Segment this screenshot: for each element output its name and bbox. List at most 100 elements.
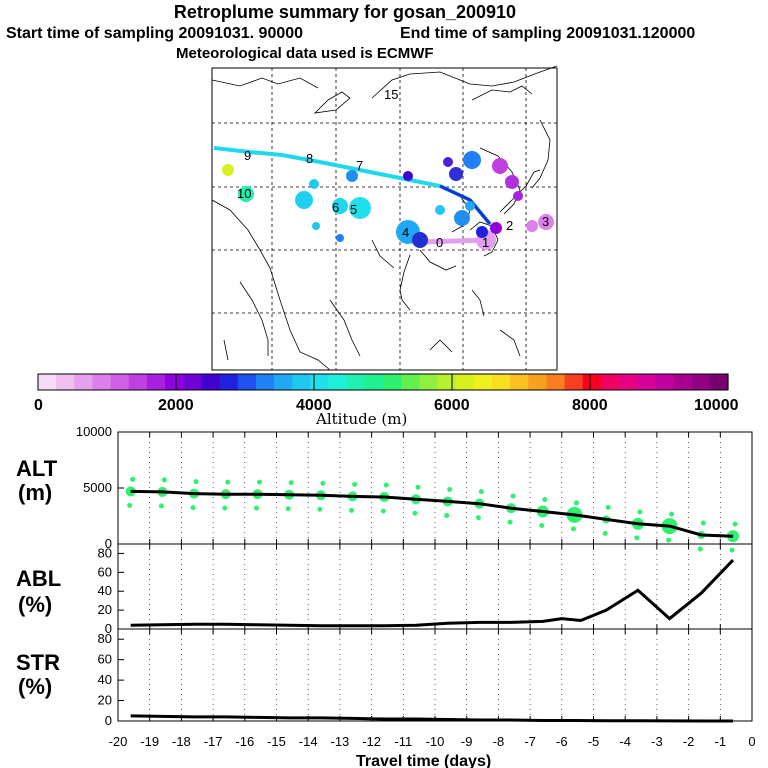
alt-scatter-point [444, 512, 450, 518]
y-tick-label: 20 [98, 602, 112, 617]
y-tick-label: 40 [98, 672, 112, 687]
plume-cluster-marker [238, 186, 254, 202]
alt-scatter-point [697, 546, 703, 552]
colorbar-cell [56, 374, 75, 390]
y-tick-label: 10000 [76, 424, 112, 439]
colorbar-cell [619, 374, 638, 390]
colorbar-cells [38, 374, 729, 390]
x-tick-label: -14 [299, 734, 318, 749]
y-tick-label: 60 [98, 652, 112, 667]
abl-ylabel-unit: (%) [18, 592, 52, 617]
colorbar-tick: 4000 [296, 397, 332, 414]
colorbar-cell [419, 374, 439, 390]
y-tick-label: 80 [98, 545, 112, 560]
alt-scatter-point [539, 523, 545, 529]
y-tick-label: 60 [98, 564, 112, 579]
colorbar-cell [600, 374, 620, 390]
colorbar-cell [38, 374, 57, 390]
x-tick-label: -1 [715, 734, 727, 749]
colorbar-cell [673, 374, 693, 390]
x-tick-label: -3 [651, 734, 663, 749]
plume-cluster-marker [435, 205, 445, 215]
alt-scatter-point [256, 479, 262, 485]
colorbar-cell [564, 374, 584, 390]
map-label-5: 5 [350, 202, 357, 217]
alt-scatter-point [666, 537, 672, 543]
colorbar-cell [491, 374, 511, 390]
y-tick-label: 0 [105, 713, 112, 728]
alt-scatter-point [447, 486, 453, 492]
y-tick-label: 80 [98, 631, 112, 646]
series-line [130, 559, 735, 628]
series-line [130, 714, 733, 723]
alt-scatter-point [415, 484, 421, 490]
x-tick-label: -15 [267, 734, 286, 749]
x-tick-label: -7 [524, 734, 536, 749]
colorbar-cell [473, 374, 493, 390]
x-tick-label: -4 [619, 734, 631, 749]
x-tick-label: -18 [172, 734, 191, 749]
x-tick-label: -5 [588, 734, 600, 749]
x-tick-label: 0 [748, 734, 755, 749]
colorbar-cell [128, 374, 148, 390]
alt-scatter-point [317, 506, 323, 512]
alt-scatter-point [193, 479, 199, 485]
alt-scatter-point [383, 482, 389, 488]
colorbar-cell [219, 374, 239, 390]
met-data-text: Meteorological data used is ECMWF [176, 45, 434, 62]
alt-scatter-point [510, 493, 516, 499]
map-panel: 15 9 8 7 6 5 4 3 2 1 0 10 [211, 65, 558, 371]
plume-cluster-marker [336, 234, 344, 242]
start-time-text: Start time of sampling 20091031. 90000 [6, 25, 304, 42]
alt-scatter-point [125, 486, 136, 497]
plume-cluster-marker [449, 167, 463, 181]
plume-cluster-marker [312, 222, 320, 230]
colorbar-cell [582, 374, 602, 390]
colorbar-cell [74, 374, 94, 390]
colorbar-cell [546, 374, 566, 390]
colorbar-cell [510, 374, 529, 390]
colorbar-cell [165, 374, 184, 390]
plume-cluster-marker [538, 214, 554, 230]
alt-scatter-point [573, 500, 579, 506]
alt-scatter-point [225, 479, 231, 485]
alt-ylabel-unit: (m) [18, 480, 52, 505]
alt-scatter-point [190, 505, 196, 511]
map-label-7: 7 [356, 158, 363, 173]
plume-cluster-marker [492, 158, 508, 174]
alt-scatter-point [253, 505, 259, 511]
map-label-4: 4 [402, 225, 409, 240]
alt-scatter-point [634, 535, 640, 541]
alt-scatter-point [507, 519, 513, 525]
colorbar-tick: 2000 [158, 397, 194, 414]
colorbar-cell [637, 374, 656, 390]
colorbar-cell [237, 374, 257, 390]
str-ylabel-unit: (%) [18, 674, 52, 699]
map-frame [211, 67, 558, 371]
end-time-text: End time of sampling 20091031.120000 [400, 25, 696, 42]
y-tick-label: 0 [105, 621, 112, 636]
colorbar-tick: 0 [34, 397, 43, 414]
plume-cluster-marker [346, 170, 358, 182]
plume-cluster-marker [332, 198, 348, 214]
colorbar-cell [364, 374, 384, 390]
alt-scatter-point [127, 502, 133, 508]
plume-cluster-marker [443, 157, 453, 167]
x-tick-label: -11 [394, 734, 412, 749]
plume-cluster-marker [513, 191, 523, 201]
map-label-9: 9 [244, 148, 251, 163]
colorbar-cell [183, 374, 203, 390]
map-label-15: 15 [384, 87, 398, 102]
plume-cluster-marker [295, 191, 313, 209]
y-tick-label: 5000 [83, 480, 112, 495]
alt-scatter-point [700, 520, 706, 526]
colorbar-cell [201, 374, 221, 390]
colorbar-cell [691, 374, 711, 390]
plume-cluster-marker [526, 220, 538, 232]
alt-scatter-point [158, 503, 164, 509]
plume-cluster-marker [403, 171, 413, 181]
colorbar-frame [37, 373, 729, 391]
plume-cluster-marker [349, 197, 371, 219]
